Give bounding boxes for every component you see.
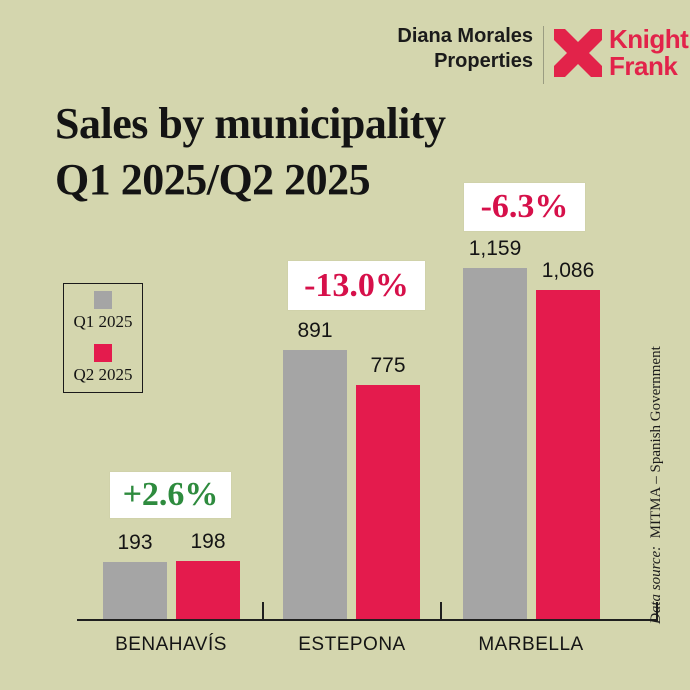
change-badge-estepona: -13.0%	[288, 261, 425, 310]
page-title: Sales by municipality Q1 2025/Q2 2025	[55, 96, 446, 208]
chart-legend: Q1 2025 Q2 2025	[63, 283, 143, 393]
x-axis-line	[77, 619, 658, 621]
x-axis-tick	[656, 602, 658, 619]
bar-value-label: 891	[297, 319, 333, 342]
change-badge-benahavis: +2.6%	[110, 472, 231, 518]
legend-swatch-q1	[94, 291, 112, 309]
category-label-estepona: ESTEPONA	[298, 634, 406, 655]
category-label-benahavis: BENAHAVÍS	[115, 634, 227, 655]
x-axis-tick	[440, 602, 442, 619]
data-source-text: MITMA – Spanish Government	[648, 346, 664, 539]
category-label-marbella: MARBELLA	[478, 634, 584, 655]
data-source-prefix: Data source:	[648, 545, 664, 624]
bar-value-label: 1,159	[468, 237, 522, 260]
change-badge-marbella: -6.3%	[464, 183, 585, 231]
agency-name-line2: Properties	[434, 50, 533, 72]
legend-label-q2: Q2 2025	[73, 365, 133, 384]
header-divider	[543, 26, 544, 84]
agency-name-line1: Diana Morales	[397, 25, 533, 47]
bar-q22025-0	[176, 561, 240, 621]
bar-q12025-1	[283, 350, 347, 621]
knight-frank-wordmark: Knight Frank	[609, 24, 689, 81]
knight-frank-logo-icon	[554, 29, 602, 77]
x-axis-tick	[262, 602, 264, 619]
bar-value-label: 198	[190, 530, 226, 553]
bar-q12025-2	[463, 268, 527, 621]
bar-q22025-1	[356, 385, 420, 621]
title-line2: Q1 2025/Q2 2025	[55, 155, 371, 204]
legend-swatch-q2	[94, 344, 112, 362]
bar-q12025-0	[103, 562, 167, 621]
brand-line2: Frank	[609, 51, 678, 81]
data-source-note: Data source: MITMA – Spanish Government	[648, 322, 665, 624]
brand-line1: Knight	[609, 24, 689, 54]
bar-value-label: 1,086	[541, 259, 595, 282]
bar-q22025-2	[536, 290, 600, 621]
bar-value-label: 193	[117, 531, 153, 554]
agency-wordmark: Diana Morales Properties	[250, 24, 533, 74]
bar-value-label: 775	[370, 354, 406, 377]
legend-label-q1: Q1 2025	[73, 312, 133, 331]
title-line1: Sales by municipality	[55, 99, 446, 148]
legend-item-q2: Q2 2025	[73, 344, 133, 385]
legend-item-q1: Q1 2025	[73, 291, 133, 332]
